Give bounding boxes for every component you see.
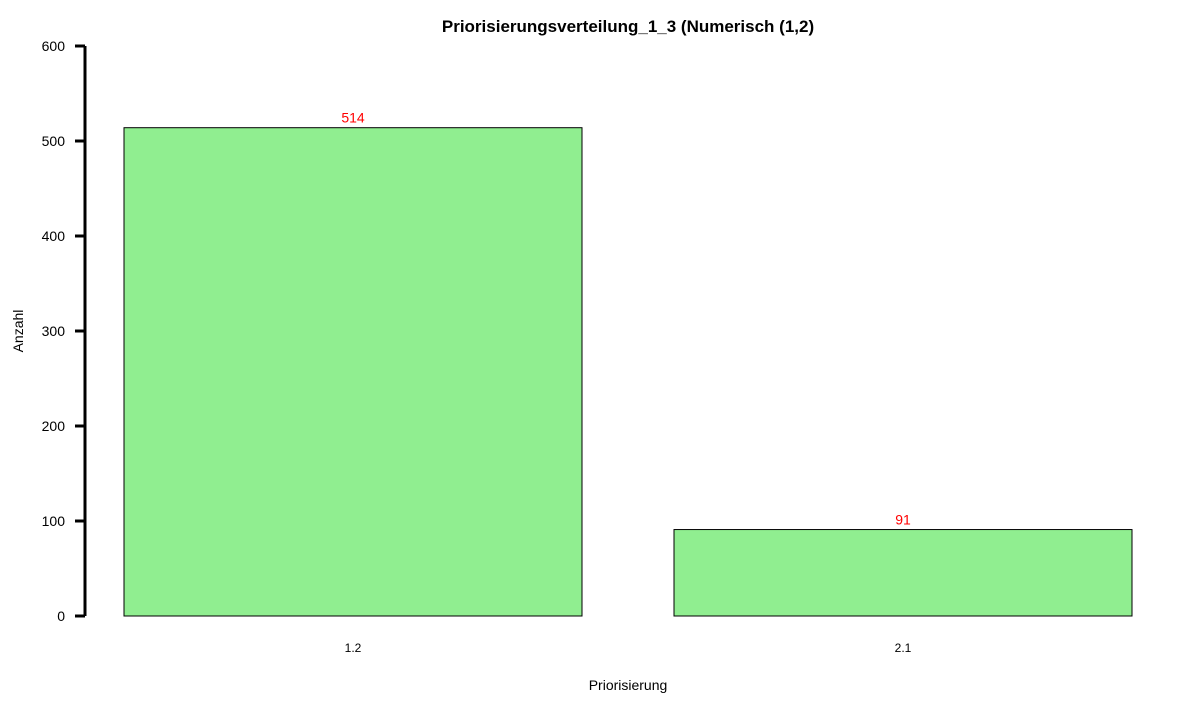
y-axis: 0 100 200 300 400 500 600: [42, 38, 87, 624]
y-tick-label: 500: [42, 133, 66, 149]
data-label: 91: [895, 512, 911, 528]
y-axis-label: Anzahl: [10, 310, 26, 353]
y-tick-label: 200: [42, 418, 66, 434]
y-tick-label: 300: [42, 323, 66, 339]
y-tick-label: 100: [42, 513, 66, 529]
y-tick-label: 0: [57, 608, 65, 624]
data-labels: 514 91: [341, 110, 911, 528]
bar: [673, 529, 1133, 617]
chart-title: Priorisierungsverteilung_1_3 (Numerisch …: [442, 17, 814, 36]
x-axis-label: Priorisierung: [589, 677, 668, 693]
bars: [123, 127, 1133, 617]
bar: [123, 127, 583, 617]
x-tick-labels: 1.2 2.1: [345, 641, 912, 655]
y-tick-label: 400: [42, 228, 66, 244]
x-tick-label: 2.1: [895, 641, 912, 655]
data-label: 514: [341, 110, 365, 126]
y-tick-label: 600: [42, 38, 66, 54]
x-tick-label: 1.2: [345, 641, 362, 655]
